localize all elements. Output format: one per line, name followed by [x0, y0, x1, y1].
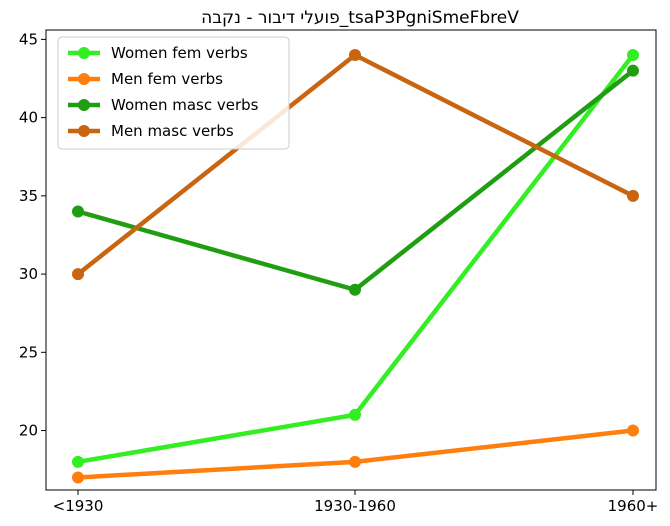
x-axis: <1930 1930-1960 1960+: [53, 490, 659, 515]
series: [72, 64, 639, 296]
x-tick-label: 1960+: [608, 497, 659, 515]
legend-label: Men fem verbs: [111, 70, 223, 88]
legend-item: Men masc verbs: [68, 122, 234, 140]
data-point: [349, 455, 361, 468]
y-tick-label: 20: [19, 422, 38, 440]
y-tick-label: 40: [19, 109, 38, 127]
y-tick-label: 25: [19, 343, 38, 361]
data-point: [627, 424, 639, 437]
data-point: [349, 49, 361, 62]
legend-frame: [57, 36, 290, 150]
y-axis: 20 25 30 35 40 45: [19, 30, 46, 440]
data-point: [72, 471, 84, 484]
legend-item: Men fem verbs: [68, 70, 223, 88]
legend-swatch-marker: [78, 125, 90, 137]
data-point: [349, 408, 361, 421]
legend-swatch-marker: [78, 47, 90, 59]
legend-label: Men masc verbs: [111, 122, 234, 140]
plot-frame: [45, 29, 657, 491]
series-line: [75, 428, 636, 480]
legend-label: Women masc verbs: [111, 96, 259, 114]
chart-title: פועלי דיבור - נקבה_tsaP3PgniSmeFbreV: [201, 8, 519, 28]
legend-swatch-marker: [78, 73, 90, 85]
x-tick-label: 1930-1960: [314, 497, 396, 515]
data-point: [72, 455, 84, 468]
legend-item: Women masc verbs: [68, 96, 259, 114]
series-layer: [72, 49, 639, 484]
x-tick-label: <1930: [53, 497, 104, 515]
legend: Women fem verbs Men fem verbs Women masc v…: [57, 36, 290, 150]
series: [72, 424, 639, 484]
data-point: [627, 49, 639, 62]
data-point: [627, 189, 639, 202]
data-point: [627, 64, 639, 77]
legend-label: Women fem verbs: [111, 44, 248, 62]
series: [72, 49, 639, 468]
legend-swatch-marker: [78, 99, 90, 111]
y-tick-label: 35: [19, 187, 38, 205]
legend-item: Women fem verbs: [68, 44, 248, 62]
y-tick-label: 30: [19, 265, 38, 283]
series: [72, 49, 639, 281]
data-point: [72, 205, 84, 218]
y-tick-label: 45: [19, 30, 38, 48]
data-point: [349, 283, 361, 296]
data-point: [72, 268, 84, 281]
